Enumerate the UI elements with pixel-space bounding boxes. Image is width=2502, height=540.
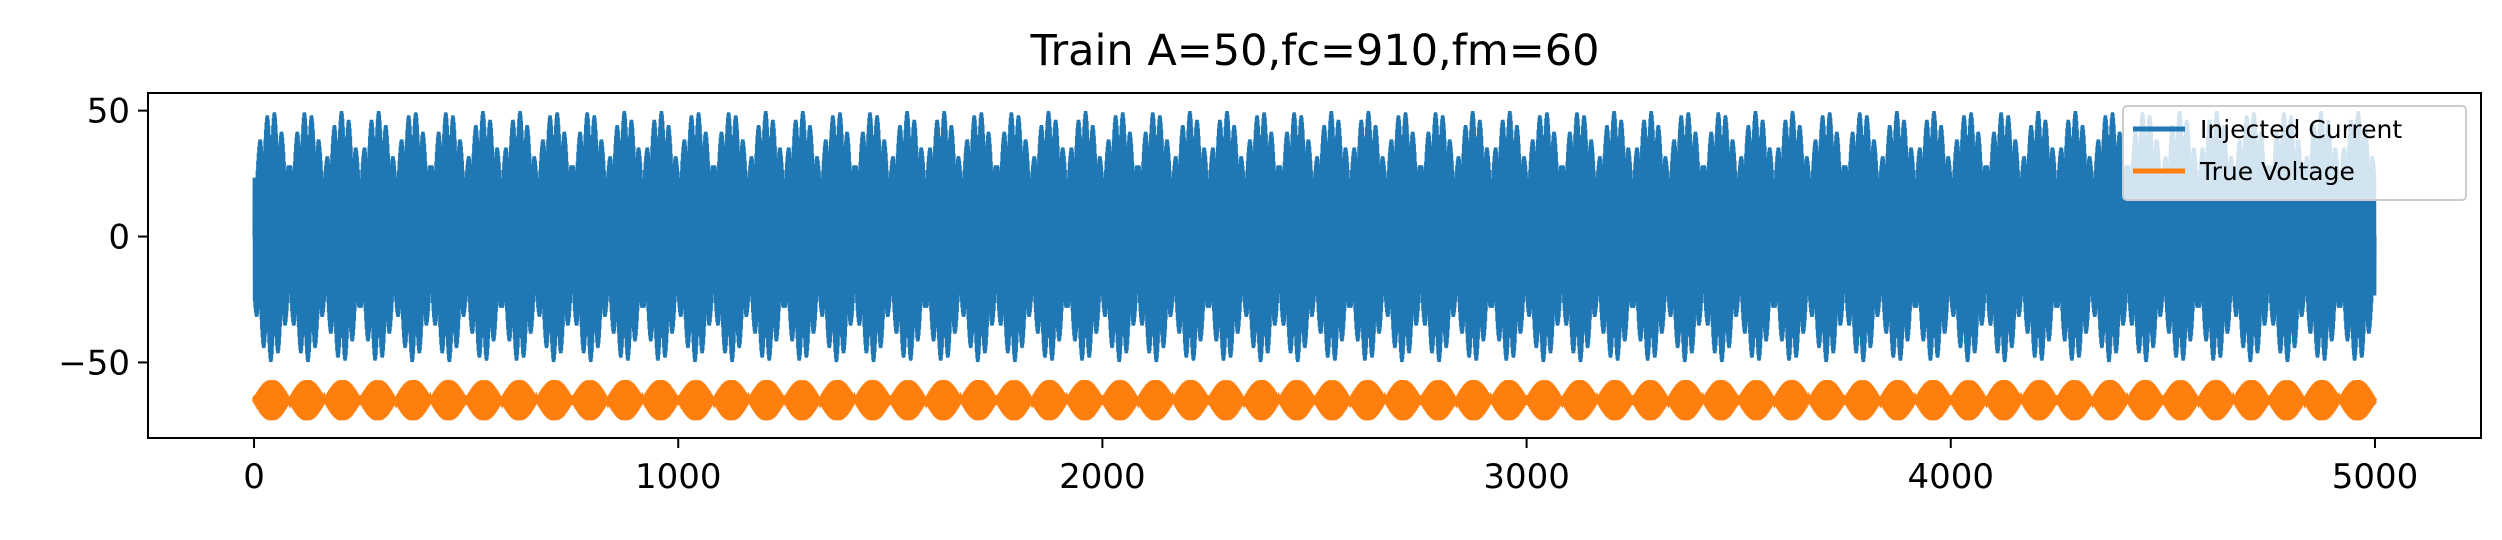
x-tick-label: 5000 (2332, 457, 2419, 497)
x-tick-label: 0 (243, 457, 265, 497)
x-tick-label: 4000 (1908, 457, 1995, 497)
chart-title: Train A=50,fc=910,fm=60 (1030, 26, 1600, 76)
series-injected-current (252, 110, 2377, 363)
legend-label-injected-current: Injected Current (2200, 115, 2402, 144)
y-tick-label: 0 (108, 218, 130, 258)
y-axis: 50 0 −50 (58, 92, 148, 383)
y-tick-label: −50 (58, 343, 130, 383)
y-tick-label: 50 (87, 92, 130, 132)
true-voltage-line (251, 380, 2378, 421)
axes-frame (147, 92, 2482, 439)
injected-current-line (252, 110, 2377, 363)
x-tick-label: 2000 (1059, 457, 1146, 497)
x-tick-label: 3000 (1483, 457, 1570, 497)
plot-area (147, 92, 2482, 439)
legend-box (2122, 105, 2467, 201)
legend-label-true-voltage: True Voltage (2199, 157, 2355, 186)
series-true-voltage (251, 380, 2378, 421)
legend: Injected Current True Voltage (2122, 105, 2467, 201)
x-axis: 0 1000 2000 3000 4000 5000 (243, 438, 2418, 497)
x-tick-label: 1000 (635, 457, 722, 497)
